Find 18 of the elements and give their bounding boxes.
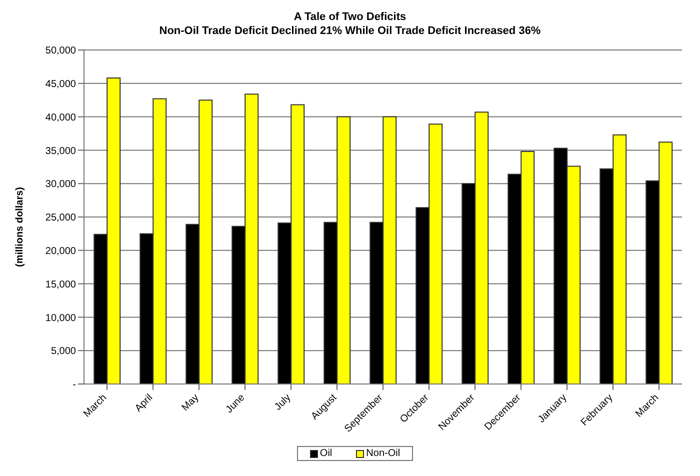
legend-label: Non-Oil: [366, 448, 400, 459]
chart-subtitle: Non-Oil Trade Deficit Declined 21% While Oil Trade Deficit Increased 36%: [158, 24, 542, 38]
y-axis-title: (millions dollars): [14, 186, 26, 267]
y-tick-label: 40,000: [45, 112, 76, 124]
y-tick-label: 35,000: [45, 146, 76, 157]
chart-title: A Tale of Two Deficits: [292, 10, 408, 24]
y-tick-label: 50,000: [45, 46, 76, 57]
x-tick-label: May: [180, 392, 202, 414]
y-tick-label: 15,000: [45, 279, 76, 290]
y-tick-label: 25,000: [45, 212, 76, 224]
y-tick-label: 10,000: [45, 312, 76, 324]
y-tick-label: 5,000: [50, 346, 76, 358]
y-tick-label: 45,000: [45, 78, 76, 90]
x-tick-label: July: [272, 392, 294, 413]
y-tick-label: 20,000: [45, 246, 76, 257]
legend-label: Oil: [320, 448, 332, 459]
y-tick-label: -: [72, 380, 76, 391]
y-tick-label: 30,000: [45, 179, 76, 190]
